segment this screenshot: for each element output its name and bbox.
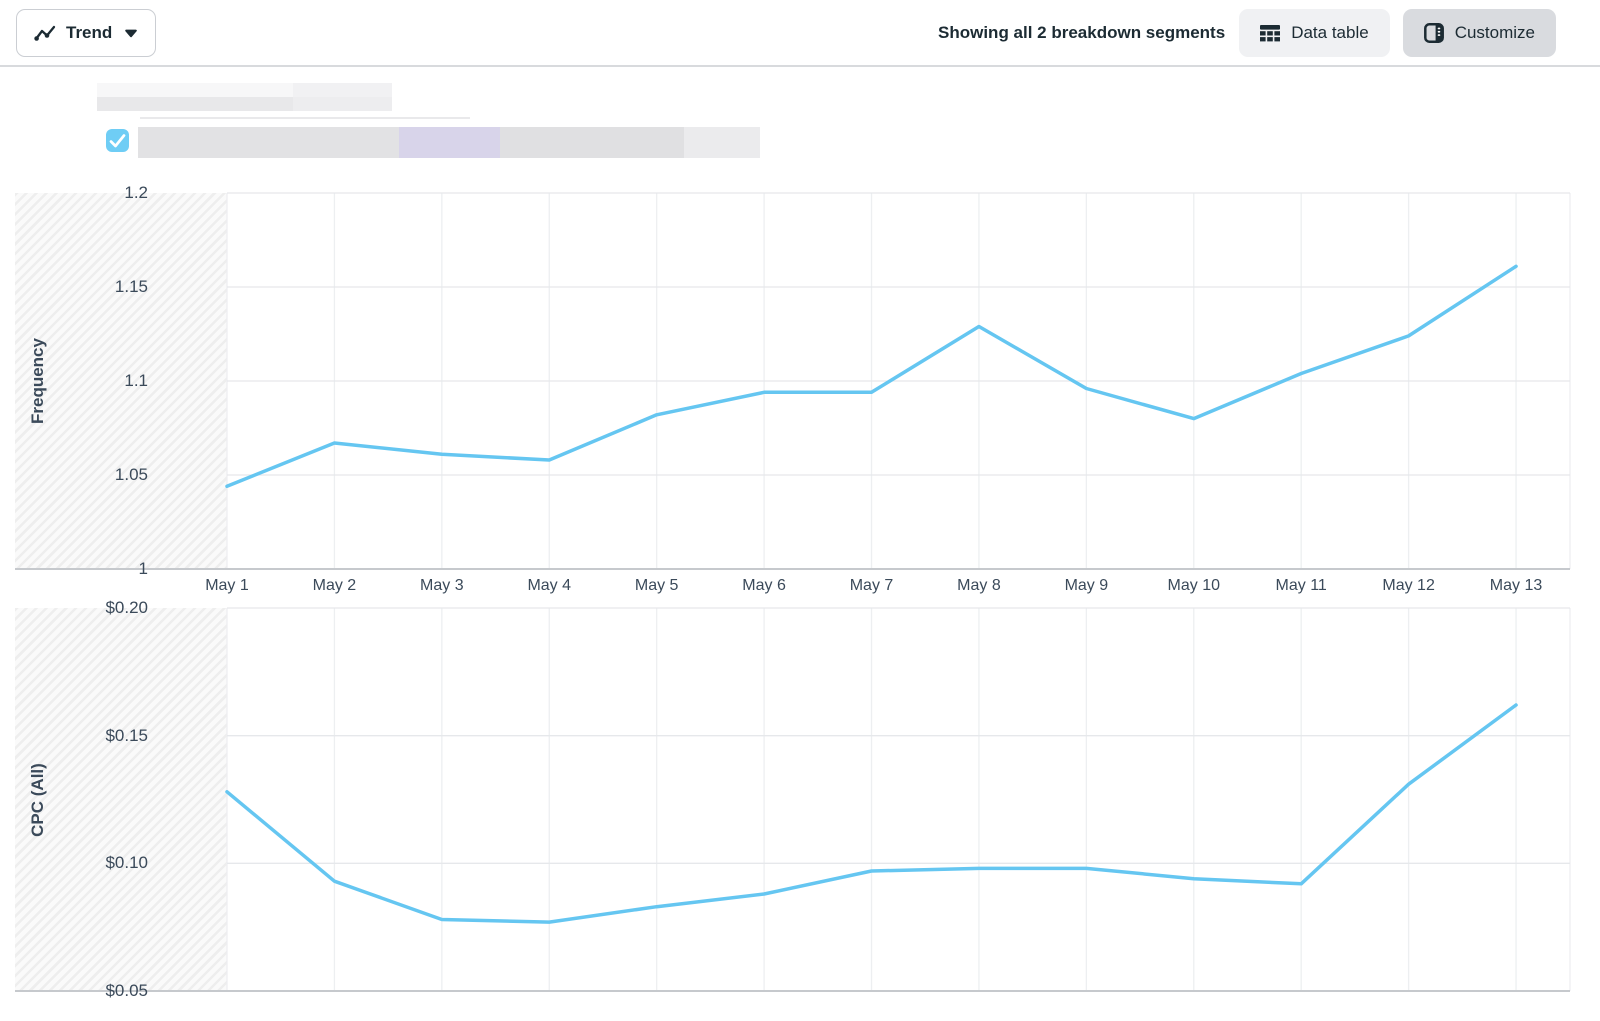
segment-checkbox[interactable] bbox=[106, 129, 129, 152]
customize-label: Customize bbox=[1454, 23, 1535, 42]
breakdown-segments-status: Showing all 2 breakdown segments bbox=[938, 23, 1226, 42]
cpc-data-line bbox=[225, 703, 1518, 924]
chevron-down-icon bbox=[124, 29, 138, 38]
frequency-data-line bbox=[225, 264, 1518, 489]
y-tick-label: 1.2 bbox=[124, 183, 148, 202]
checkmark-icon bbox=[106, 129, 129, 152]
redacted-underline bbox=[140, 117, 470, 119]
x-tick-label: May 12 bbox=[1382, 577, 1435, 594]
data-table-label: Data table bbox=[1291, 23, 1369, 42]
y-tick-label: 1.1 bbox=[124, 371, 148, 390]
redacted-segment-name bbox=[138, 127, 399, 158]
redacted-segment-name bbox=[500, 127, 684, 158]
x-tick-label: May 3 bbox=[420, 577, 464, 594]
customize-button[interactable]: Customize bbox=[1402, 9, 1556, 57]
x-tick-label: May 1 bbox=[205, 577, 249, 594]
y-tick-label: $0.10 bbox=[105, 853, 148, 873]
x-tick-label: May 2 bbox=[312, 577, 357, 594]
customize-panel-icon bbox=[1423, 23, 1444, 43]
cpc-axis-title: CPC (All) bbox=[28, 763, 47, 837]
frequency-axis-hatch-band bbox=[15, 193, 227, 569]
trend-sparkline-icon bbox=[34, 23, 56, 43]
y-tick-label: $0.05 bbox=[105, 981, 148, 1000]
redacted-segment-name-highlight bbox=[399, 127, 500, 158]
redacted-text bbox=[293, 97, 392, 111]
x-tick-label: May 11 bbox=[1275, 577, 1327, 594]
x-tick-label: May 5 bbox=[634, 577, 679, 594]
table-icon bbox=[1260, 24, 1281, 42]
x-tick-label: May 7 bbox=[849, 577, 894, 594]
toolbar-right-group: Showing all 2 breakdown segments Data ta… bbox=[938, 9, 1556, 57]
toolbar: Trend Showing all 2 breakdown segments bbox=[0, 0, 1600, 67]
y-tick-label: $0.15 bbox=[105, 725, 148, 745]
redacted-text bbox=[293, 83, 392, 97]
x-tick-label: May 8 bbox=[957, 577, 1001, 594]
x-tick-label: May 4 bbox=[527, 577, 572, 594]
redacted-segment-name bbox=[684, 127, 760, 158]
y-tick-label: 1.15 bbox=[114, 277, 148, 296]
redacted-text bbox=[97, 83, 293, 97]
x-tick-label: May 9 bbox=[1064, 577, 1109, 594]
y-tick-label: 1 bbox=[138, 559, 148, 578]
cpc-axis-hatch-band bbox=[15, 608, 227, 991]
x-tick-label: May 6 bbox=[742, 577, 786, 594]
chart-type-selector[interactable]: Trend bbox=[16, 9, 157, 57]
chart-type-label: Trend bbox=[66, 23, 113, 42]
redacted-text bbox=[97, 97, 293, 111]
y-tick-label: 1.05 bbox=[114, 465, 148, 484]
x-tick-label: May 10 bbox=[1167, 577, 1220, 594]
data-table-button[interactable]: Data table bbox=[1239, 9, 1390, 57]
y-tick-label: $0.20 bbox=[105, 598, 148, 617]
x-tick-label: May 13 bbox=[1489, 577, 1543, 594]
